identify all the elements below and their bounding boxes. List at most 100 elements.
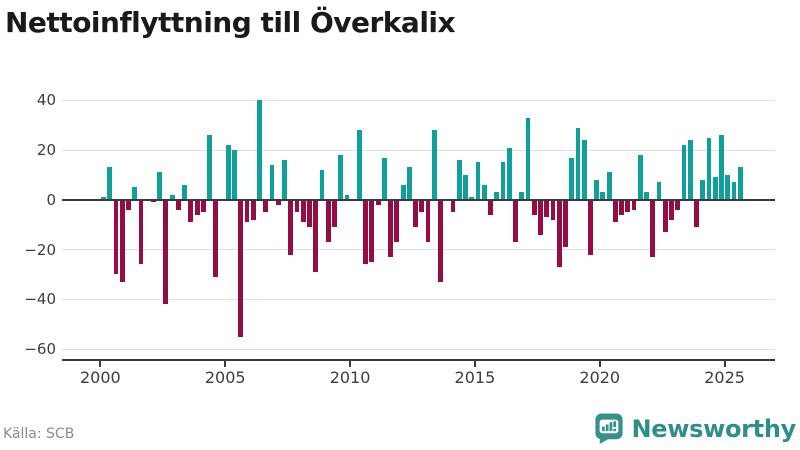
y-axis-label: −60 — [24, 340, 56, 359]
bar — [700, 179, 706, 200]
bar — [107, 167, 113, 200]
bar — [375, 199, 381, 205]
bar — [132, 187, 138, 200]
bar — [669, 199, 674, 220]
bar — [581, 140, 587, 200]
bar — [575, 127, 581, 200]
bar — [612, 199, 618, 223]
bar — [300, 199, 306, 223]
x-tick-mark — [224, 361, 227, 368]
x-tick-mark — [723, 361, 726, 368]
gridline — [62, 99, 775, 101]
bar — [488, 199, 493, 215]
bar — [369, 199, 375, 262]
bar — [263, 199, 269, 213]
bar — [400, 184, 406, 200]
x-axis-label: 2015 — [454, 368, 496, 388]
bar — [425, 199, 431, 243]
bar — [675, 199, 681, 210]
bar — [225, 145, 231, 200]
bar — [650, 199, 656, 257]
bar — [500, 162, 506, 200]
y-axis-label: 40 — [36, 91, 56, 110]
bar — [413, 199, 418, 228]
x-axis-line — [62, 359, 775, 362]
bar — [587, 199, 593, 255]
bar — [282, 160, 287, 200]
zero-line — [62, 198, 775, 201]
bar — [681, 145, 687, 200]
bar — [525, 117, 531, 200]
bar — [388, 199, 394, 257]
bar — [406, 167, 412, 200]
chart-title: Nettoinflyttning till Överkalix — [5, 6, 456, 39]
bar — [656, 182, 662, 200]
x-tick-mark — [349, 361, 352, 368]
bar — [644, 192, 649, 200]
bar — [544, 199, 550, 218]
gridline — [62, 348, 775, 350]
bar — [381, 157, 387, 200]
bar — [506, 147, 512, 200]
bar — [456, 160, 462, 200]
bar — [244, 199, 250, 223]
y-axis-label: −20 — [24, 240, 56, 259]
bar — [631, 199, 637, 210]
bar — [625, 199, 631, 213]
bar — [151, 199, 156, 203]
x-axis-label: 2020 — [579, 368, 621, 388]
plot-area: 40 20 0 −20 −40 −60 2000 2005 2010 2015 2020 2025 — [24, 91, 775, 388]
newsworthy-logo-text: Newsworthy — [631, 414, 796, 443]
bar — [737, 167, 743, 200]
bar — [475, 162, 481, 200]
bar — [332, 199, 337, 228]
bar — [126, 199, 131, 210]
bar — [431, 130, 437, 200]
bar-chart-bubble-icon — [595, 413, 624, 444]
bar — [319, 169, 325, 200]
bar — [188, 199, 194, 223]
y-axis-label: −40 — [24, 290, 56, 309]
bar — [538, 199, 543, 235]
bar — [481, 184, 487, 200]
bar — [163, 199, 169, 305]
gridline — [62, 149, 775, 151]
bar — [662, 199, 668, 233]
x-axis-label: 2005 — [204, 368, 246, 388]
bar — [257, 100, 262, 200]
bar — [113, 199, 119, 275]
bar — [419, 199, 425, 213]
bar — [637, 155, 643, 200]
newsworthy-logo[interactable]: Newsworthy — [594, 412, 796, 445]
bar — [325, 199, 331, 243]
bar — [119, 199, 125, 282]
bar — [463, 174, 468, 200]
bar — [344, 194, 350, 200]
bar — [363, 199, 369, 265]
bar — [494, 192, 500, 200]
bar — [307, 199, 312, 228]
bar — [275, 199, 281, 205]
x-axis-label: 2000 — [79, 368, 121, 388]
bar — [213, 199, 219, 277]
bar — [194, 199, 200, 215]
x-axis-label: 2010 — [329, 368, 371, 388]
bar — [157, 172, 163, 200]
x-tick-mark — [473, 361, 476, 368]
bar — [182, 184, 188, 200]
bar — [357, 130, 362, 200]
bar — [313, 199, 319, 272]
bar — [288, 199, 294, 255]
bar — [394, 199, 400, 243]
source-label: Källa: SCB — [3, 426, 75, 442]
bar — [469, 197, 475, 200]
bar — [712, 177, 718, 200]
bar — [294, 199, 300, 213]
bar — [138, 199, 144, 265]
bar — [175, 199, 181, 210]
bar — [531, 199, 537, 215]
bar — [101, 197, 106, 200]
bar — [725, 174, 731, 200]
bar — [687, 140, 693, 200]
gridline — [62, 249, 775, 251]
